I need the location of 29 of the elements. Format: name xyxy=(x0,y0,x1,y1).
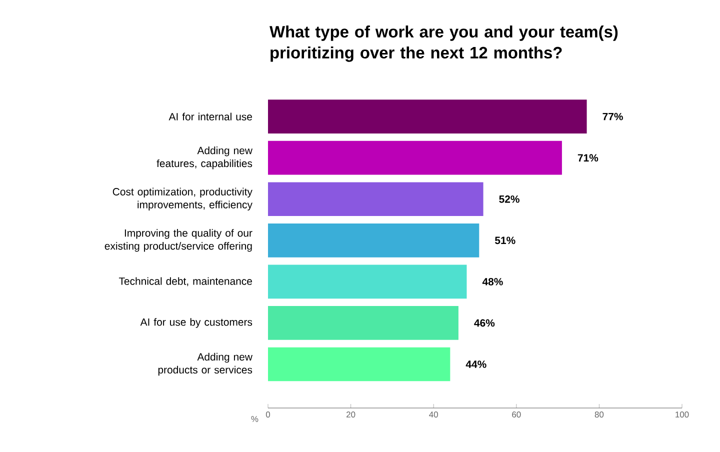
data-label: 44% xyxy=(466,360,486,368)
bar xyxy=(268,347,450,382)
y-tick-label: Technical debt, maintenance xyxy=(118,277,252,286)
y-tick-label: Cost optimization, productivity improvements, efficiency xyxy=(112,188,252,210)
data-label: 77% xyxy=(602,112,623,120)
x-tick-label: 0 xyxy=(266,412,270,418)
bar xyxy=(268,140,562,175)
chart-title: What type of work are you and your team(s) prioritizing over the next 12 months? xyxy=(270,26,618,62)
bar xyxy=(268,100,587,134)
bar xyxy=(268,306,458,340)
bar xyxy=(268,182,484,216)
x-tick-label: 60 xyxy=(512,412,521,418)
data-label: 52% xyxy=(499,195,520,203)
x-tick-label: 80 xyxy=(594,412,604,418)
y-tick-label: AI for internal use xyxy=(168,112,252,120)
y-tick-label: Adding new features, capabilities xyxy=(156,146,252,170)
x-tick-label: 100 xyxy=(676,412,689,418)
bar xyxy=(268,223,480,258)
x-tick-label: 20 xyxy=(346,412,356,418)
x-tick-label: 40 xyxy=(429,412,438,418)
data-label: 71% xyxy=(578,154,598,162)
bar xyxy=(268,264,467,299)
y-tick-label: Adding new products or services xyxy=(158,352,252,376)
y-tick-label: Improving the quality of our existing product/service offering xyxy=(104,229,252,252)
data-label: 48% xyxy=(482,278,503,286)
data-label: 51% xyxy=(494,236,516,244)
x-axis-title: % xyxy=(251,416,258,422)
data-label: 46% xyxy=(474,319,495,327)
y-tick-label: AI for use by customers xyxy=(140,318,252,328)
